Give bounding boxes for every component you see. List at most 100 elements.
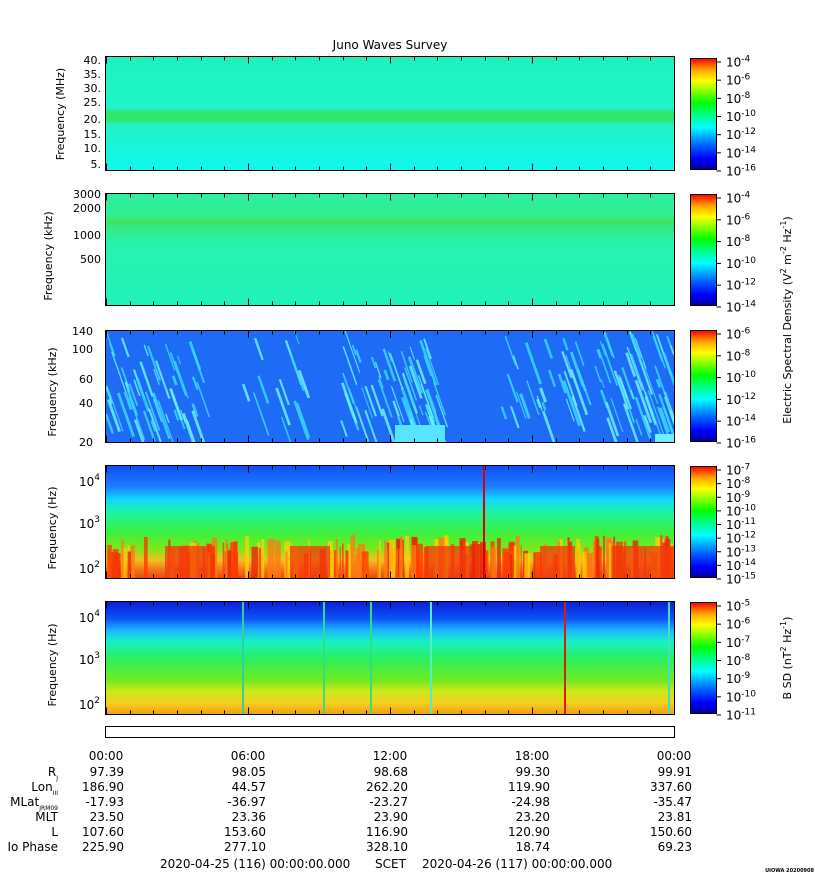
emission-streak bbox=[153, 398, 163, 422]
emission-streak bbox=[368, 420, 374, 431]
y-tick-label: 1000 bbox=[73, 229, 101, 242]
emission-streak bbox=[341, 382, 358, 424]
ephemeris-row-label: Io Phase bbox=[7, 840, 58, 854]
emission-streak bbox=[562, 338, 569, 351]
emission-streak bbox=[157, 400, 174, 442]
emission-burst bbox=[385, 549, 388, 578]
emission-streak bbox=[630, 333, 642, 360]
emission-streak bbox=[404, 367, 418, 401]
emission-streak bbox=[596, 348, 602, 359]
ephemeris-row-label: LonIII bbox=[31, 780, 58, 797]
emission-burst bbox=[608, 543, 611, 578]
colorbar-tick-label: 10-7 bbox=[726, 463, 750, 478]
emission-streak bbox=[642, 361, 659, 404]
colorbar-tick-label: 10-11 bbox=[726, 708, 756, 723]
y-tick-label: 2000 bbox=[73, 202, 101, 215]
colorbar-tick-label: 10-14 bbox=[726, 300, 756, 315]
emission-streak bbox=[618, 376, 632, 410]
emission-streak bbox=[626, 346, 644, 391]
emission-streak bbox=[297, 369, 311, 399]
colorbar-tick-label: 10-16 bbox=[726, 436, 756, 451]
emission-streak bbox=[512, 355, 519, 370]
emission-burst bbox=[603, 535, 605, 578]
emission-burst bbox=[397, 544, 400, 578]
emission-line bbox=[564, 602, 566, 714]
y-tick-label: 25. bbox=[84, 96, 102, 109]
colorbar-tick-label: 10-15 bbox=[726, 572, 756, 587]
emission-streak bbox=[389, 352, 404, 390]
ephemeris-value: -23.27 bbox=[369, 795, 408, 809]
emission-burst bbox=[121, 548, 127, 578]
emission-streak bbox=[630, 389, 635, 400]
magnetic-colorbar-label: B SD (nT2 Hz-1) bbox=[779, 617, 794, 700]
colorbar-tick-label: 10-14 bbox=[726, 414, 756, 429]
emission-streak bbox=[628, 409, 636, 424]
emission-streak bbox=[342, 373, 355, 404]
emission-streak bbox=[506, 373, 519, 403]
emission-burst bbox=[411, 545, 417, 578]
colorbar-tick-label: 10-8 bbox=[726, 476, 751, 491]
y-tick-label: 103 bbox=[79, 515, 100, 531]
emission-streak bbox=[106, 385, 124, 432]
colorbar-tick-label: 10-8 bbox=[726, 234, 751, 249]
ephemeris-value: 99.30 bbox=[516, 765, 550, 779]
emission-streak bbox=[387, 351, 393, 362]
ephemeris-row-label: MLT bbox=[35, 810, 58, 824]
panel-5-ylabel: Frequency (Hz) bbox=[46, 624, 59, 707]
emission-streak bbox=[133, 379, 141, 397]
emission-streak bbox=[361, 387, 374, 419]
emission-burst bbox=[396, 548, 403, 578]
ephemeris-value: 98.68 bbox=[374, 765, 408, 779]
emission-streak bbox=[504, 336, 517, 366]
emission-burst bbox=[112, 549, 119, 578]
emission-streak bbox=[169, 388, 183, 421]
emission-burst bbox=[290, 546, 330, 578]
emission-burst bbox=[258, 548, 262, 578]
emission-streak bbox=[662, 352, 674, 386]
ephemeris-value: 44.57 bbox=[232, 780, 266, 794]
panel-2-spectrogram bbox=[106, 194, 674, 305]
emission-streak bbox=[407, 356, 424, 394]
emission-streak bbox=[108, 343, 114, 355]
emission-burst bbox=[327, 541, 333, 578]
emission-streak bbox=[107, 399, 121, 433]
emission-streak bbox=[275, 387, 291, 426]
ephemeris-value: -36.97 bbox=[227, 795, 266, 809]
emission-streak bbox=[594, 365, 602, 383]
footer: 2020-04-25 (116) 00:00:00.000 SCET 2020-… bbox=[160, 857, 612, 871]
ephemeris-value: -17.93 bbox=[85, 795, 124, 809]
colorbar-3 bbox=[690, 330, 717, 442]
time-label: 00:00 bbox=[89, 749, 124, 763]
emission-streak bbox=[139, 361, 154, 397]
emission-streak bbox=[642, 414, 652, 434]
emission-streak bbox=[174, 360, 189, 399]
colorbar-tick-label: 10-12 bbox=[726, 531, 756, 546]
emission-streak bbox=[622, 403, 639, 442]
emission-streak bbox=[600, 379, 605, 389]
colorbar-tick-label: 10-4 bbox=[726, 191, 751, 206]
emission-streak bbox=[647, 390, 665, 437]
emission-streak bbox=[400, 351, 413, 383]
emission-burst bbox=[540, 546, 575, 578]
emission-streak bbox=[536, 395, 543, 411]
panel-4-yticks: 104 103 102 bbox=[79, 473, 100, 576]
emission-streak bbox=[644, 396, 657, 426]
emission-burst bbox=[534, 551, 542, 578]
emission-burst bbox=[107, 544, 112, 578]
emission-burst bbox=[355, 554, 359, 578]
ephemeris-row-label: RJ bbox=[48, 765, 58, 782]
time-label: 00:00 bbox=[657, 749, 692, 763]
colorbar-tick-label: 10-13 bbox=[726, 544, 756, 559]
credit-text: UIOWA 20200908 bbox=[765, 868, 814, 874]
panel-5-yticks: 104 103 102 bbox=[79, 609, 100, 712]
emission-streak bbox=[610, 397, 624, 433]
emission-line bbox=[242, 602, 244, 714]
colorbar-tick-label: 10-12 bbox=[726, 278, 756, 293]
emission-streak bbox=[126, 389, 139, 416]
emission-streak bbox=[562, 380, 581, 427]
emission-streak bbox=[603, 331, 614, 357]
colorbar-tick-label: 10-6 bbox=[726, 327, 751, 342]
colorbar-tick-label: 10-9 bbox=[726, 671, 751, 686]
emission-streak bbox=[111, 351, 127, 393]
